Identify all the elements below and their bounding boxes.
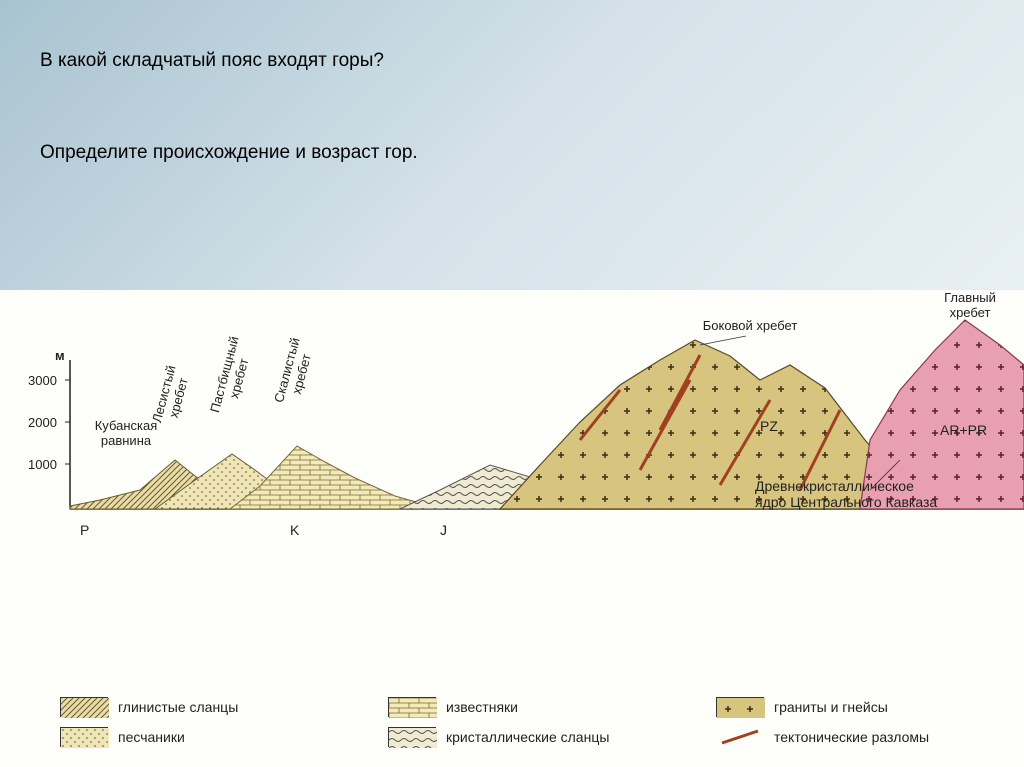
question-1: В какой складчатый пояс входят горы? — [40, 50, 984, 72]
legend-item: граниты и гнейсы — [716, 697, 1004, 717]
legend-label: тектонические разломы — [774, 729, 929, 745]
legend-item: известняки — [388, 697, 676, 717]
era-label: J — [440, 522, 447, 538]
question-2: Определите происхождение и возраст гор. — [40, 142, 984, 164]
era-label: K — [290, 522, 299, 538]
feature-label: Главныйхребет — [930, 290, 1010, 320]
legend-swatch — [388, 697, 436, 717]
axis-tick-label: 2000 — [28, 415, 57, 430]
feature-label: Кубанскаяравнина — [86, 418, 166, 448]
axis-tick-label: 1000 — [28, 457, 57, 472]
legend-label: песчаники — [118, 729, 185, 745]
axis-tick-label: 3000 — [28, 373, 57, 388]
legend-label: кристаллические сланцы — [446, 729, 609, 745]
era-label: PZ — [760, 418, 778, 434]
legend-swatch — [60, 727, 108, 747]
legend-item: тектонические разломы — [716, 727, 1004, 747]
legend-item: глинистые сланцы — [60, 697, 348, 717]
legend: глинистые сланцы известняки граниты и гней… — [60, 697, 1004, 747]
legend-swatch — [716, 697, 764, 717]
legend-swatch — [60, 697, 108, 717]
era-label: AR+PR — [940, 422, 987, 438]
legend-label: граниты и гнейсы — [774, 699, 888, 715]
legend-swatch — [388, 727, 436, 747]
legend-item: кристаллические сланцы — [388, 727, 676, 747]
legend-label: глинистые сланцы — [118, 699, 238, 715]
legend-label: известняки — [446, 699, 518, 715]
header-panel: В какой складчатый пояс входят горы? Опр… — [0, 0, 1024, 290]
core-annotation: Древнекристаллическоеядро Центрального К… — [755, 478, 937, 510]
geological-cross-section-diagram: м 300020001000 КубанскаяравнинаЛесистыйх… — [0, 290, 1024, 767]
era-label: P — [80, 522, 89, 538]
legend-item: песчаники — [60, 727, 348, 747]
feature-label: Боковой хребет — [680, 318, 820, 333]
legend-swatch — [716, 727, 764, 747]
axis-unit-label: м — [55, 348, 65, 363]
